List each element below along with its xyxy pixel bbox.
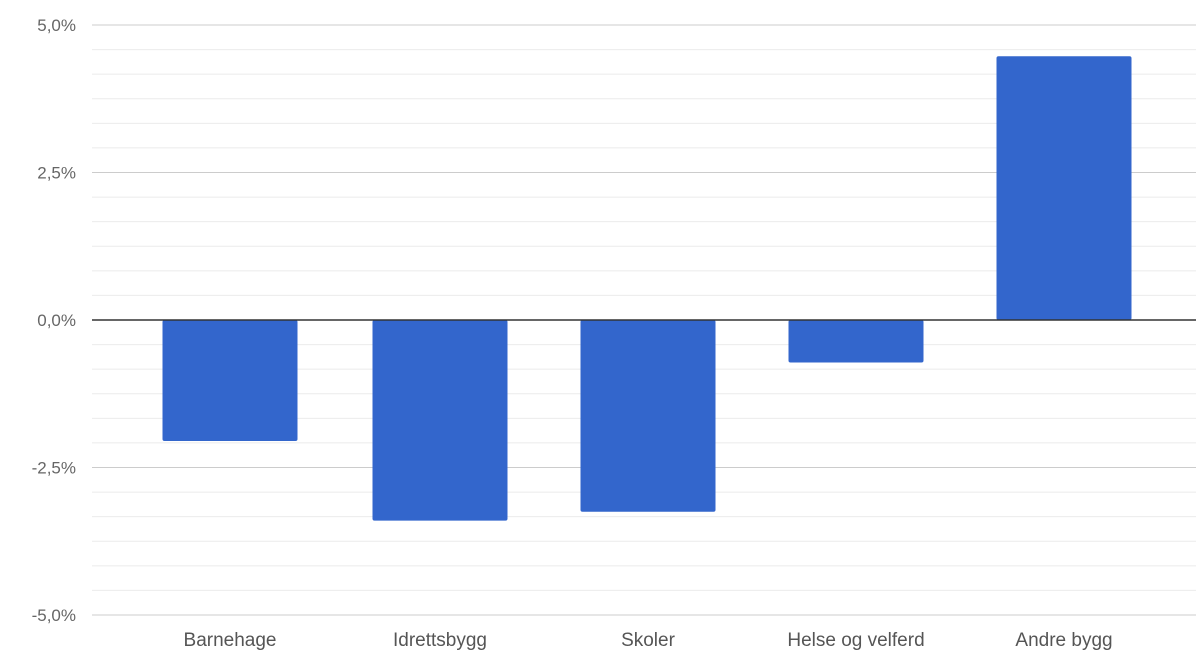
x-category-label: Idrettsbygg [393,630,487,651]
y-tick-label: 0,0% [37,311,76,330]
bars [163,56,1132,520]
x-category-label: Skoler [621,630,676,651]
x-axis-categories: Barnehage Idrettsbygg Skoler Helse og velfe… [184,630,1113,651]
bar-idrettsbygg[interactable] [373,320,508,521]
y-axis-ticks: 5,0% 2,5% 0,0% -2,5% -5,0% [32,16,76,625]
y-tick-label: 5,0% [37,16,76,35]
bar-barnehage[interactable] [163,320,298,441]
bar-andre-bygg[interactable] [997,56,1132,320]
bar-helse-og-velferd[interactable] [789,320,924,362]
x-category-label: Andre bygg [1015,630,1112,651]
x-category-label: Helse og velferd [787,630,924,651]
bar-skoler[interactable] [581,320,716,512]
y-tick-label: 2,5% [37,164,76,183]
x-category-label: Barnehage [184,630,277,651]
y-tick-label: -2,5% [32,459,76,478]
y-tick-label: -5,0% [32,606,76,625]
